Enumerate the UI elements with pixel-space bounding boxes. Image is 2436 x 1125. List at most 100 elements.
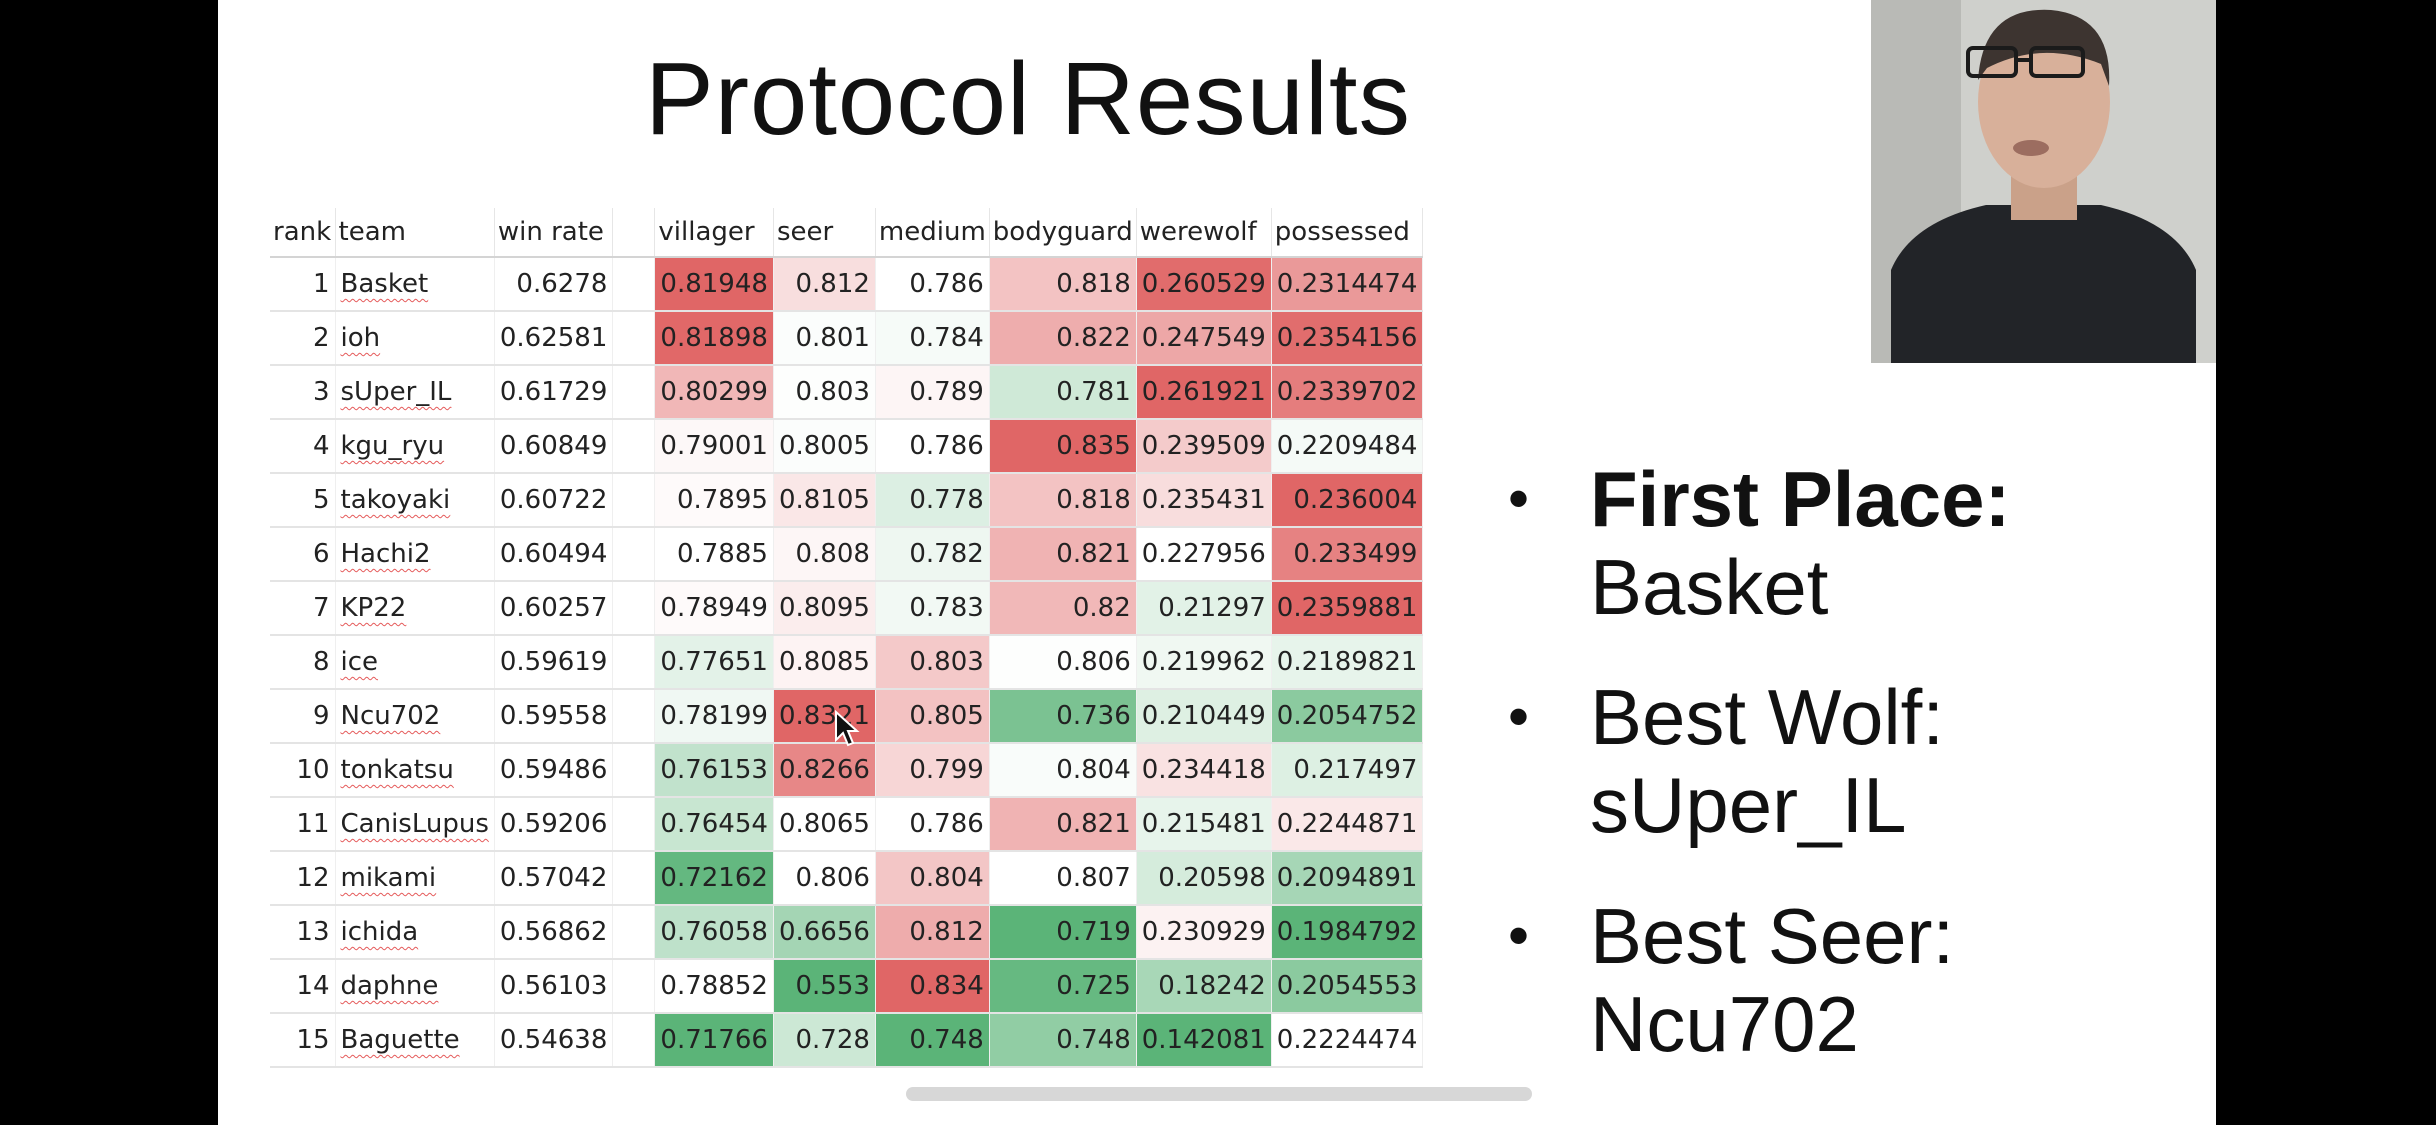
werewolf-cell: 0.142081 xyxy=(1136,1013,1272,1068)
seer-cell: 0.8005 xyxy=(773,419,876,474)
horizontal-scrollbar[interactable] xyxy=(906,1087,1532,1101)
medium-cell: 0.834 xyxy=(875,959,990,1014)
table-row: 7 KP22 0.60257 0.78949 0.8095 0.783 0.82 0.2129… xyxy=(270,581,1424,636)
villager-cell: 0.78199 xyxy=(654,689,774,744)
table-row: 3 sUper_IL 0.61729 0.80299 0.803 0.789 0.781 0.… xyxy=(270,365,1424,420)
spacer-cell xyxy=(612,527,656,582)
win-rate-cell: 0.62581 xyxy=(494,311,614,366)
villager-cell: 0.81948 xyxy=(654,257,774,312)
possessed-cell: 0.2054553 xyxy=(1271,959,1424,1014)
header-werewolf: werewolf xyxy=(1136,208,1272,258)
villager-cell: 0.77651 xyxy=(654,635,774,690)
rank-cell: 9 xyxy=(270,689,336,744)
header-team: team xyxy=(335,208,495,258)
team-cell: sUper_IL xyxy=(335,365,495,420)
rank-cell: 2 xyxy=(270,311,336,366)
header-villager: villager xyxy=(654,208,774,258)
table-row: 1 Basket 0.6278 0.81948 0.812 0.786 0.818 0.260… xyxy=(270,257,1424,312)
team-name: kgu_ryu xyxy=(340,431,445,461)
werewolf-cell: 0.219962 xyxy=(1136,635,1272,690)
seer-cell: 0.8266 xyxy=(773,743,876,798)
team-cell: Ncu702 xyxy=(335,689,495,744)
spacer-cell xyxy=(612,257,656,312)
bodyguard-cell: 0.719 xyxy=(989,905,1137,960)
bullet-best-wolf: • Best Wolf: sUper_IL xyxy=(1508,673,2188,849)
bodyguard-cell: 0.806 xyxy=(989,635,1137,690)
team-cell: Baguette xyxy=(335,1013,495,1068)
possessed-cell: 0.233499 xyxy=(1271,527,1424,582)
bullet-best-seer: • Best Seer: Ncu702 xyxy=(1508,892,2188,1068)
bullet-heading: Best Seer: xyxy=(1590,891,1955,980)
medium-cell: 0.786 xyxy=(875,419,990,474)
bodyguard-cell: 0.821 xyxy=(989,527,1137,582)
spacer-cell xyxy=(612,689,656,744)
villager-cell: 0.81898 xyxy=(654,311,774,366)
table-row: 4 kgu_ryu 0.60849 0.79001 0.8005 0.786 0.835 0.… xyxy=(270,419,1424,474)
spacer-cell xyxy=(612,365,656,420)
table-header-row: rank team win rate villager seer medium … xyxy=(270,208,1424,258)
win-rate-cell: 0.57042 xyxy=(494,851,614,906)
werewolf-cell: 0.210449 xyxy=(1136,689,1272,744)
seer-cell: 0.808 xyxy=(773,527,876,582)
spacer-cell xyxy=(612,1013,656,1068)
possessed-cell: 0.2354156 xyxy=(1271,311,1424,366)
bodyguard-cell: 0.82 xyxy=(989,581,1137,636)
medium-cell: 0.782 xyxy=(875,527,990,582)
possessed-cell: 0.2054752 xyxy=(1271,689,1424,744)
villager-cell: 0.78949 xyxy=(654,581,774,636)
werewolf-cell: 0.227956 xyxy=(1136,527,1272,582)
team-cell: daphne xyxy=(335,959,495,1014)
possessed-cell: 0.2339702 xyxy=(1271,365,1424,420)
table-row: 13 ichida 0.56862 0.76058 0.6656 0.812 0.719 0.… xyxy=(270,905,1424,960)
results-table: rank team win rate villager seer medium … xyxy=(270,208,1424,1068)
possessed-cell: 0.2224474 xyxy=(1271,1013,1424,1068)
villager-cell: 0.80299 xyxy=(654,365,774,420)
seer-cell: 0.8065 xyxy=(773,797,876,852)
bodyguard-cell: 0.818 xyxy=(989,257,1137,312)
seer-cell: 0.8321 xyxy=(773,689,876,744)
rank-cell: 1 xyxy=(270,257,336,312)
villager-cell: 0.79001 xyxy=(654,419,774,474)
possessed-cell: 0.2209484 xyxy=(1271,419,1424,474)
spacer-cell xyxy=(612,743,656,798)
team-name: Ncu702 xyxy=(340,701,441,731)
presentation-slide: Protocol Results rank team win rate vill… xyxy=(218,0,2216,1125)
table-row: 5 takoyaki 0.60722 0.7895 0.8105 0.778 0.818 0.… xyxy=(270,473,1424,528)
team-cell: KP22 xyxy=(335,581,495,636)
seer-cell: 0.812 xyxy=(773,257,876,312)
villager-cell: 0.76153 xyxy=(654,743,774,798)
villager-cell: 0.78852 xyxy=(654,959,774,1014)
rank-cell: 8 xyxy=(270,635,336,690)
win-rate-cell: 0.59206 xyxy=(494,797,614,852)
spacer-cell xyxy=(612,311,656,366)
medium-cell: 0.789 xyxy=(875,365,990,420)
win-rate-cell: 0.56862 xyxy=(494,905,614,960)
medium-cell: 0.786 xyxy=(875,797,990,852)
possessed-cell: 0.2189821 xyxy=(1271,635,1424,690)
possessed-cell: 0.2314474 xyxy=(1271,257,1424,312)
seer-cell: 0.806 xyxy=(773,851,876,906)
werewolf-cell: 0.230929 xyxy=(1136,905,1272,960)
bullet-dot-icon: • xyxy=(1508,683,1530,751)
seer-cell: 0.728 xyxy=(773,1013,876,1068)
win-rate-cell: 0.59486 xyxy=(494,743,614,798)
rank-cell: 11 xyxy=(270,797,336,852)
table-row: 8 ice 0.59619 0.77651 0.8085 0.803 0.806 0.2199… xyxy=(270,635,1424,690)
team-name: KP22 xyxy=(340,593,407,623)
bodyguard-cell: 0.748 xyxy=(989,1013,1137,1068)
summary-bullets: • First Place: Basket • Best Wolf: sUper… xyxy=(1508,455,2188,1110)
bodyguard-cell: 0.807 xyxy=(989,851,1137,906)
spacer-cell xyxy=(612,635,656,690)
team-name: daphne xyxy=(340,971,439,1001)
medium-cell: 0.778 xyxy=(875,473,990,528)
rank-cell: 7 xyxy=(270,581,336,636)
bodyguard-cell: 0.822 xyxy=(989,311,1137,366)
spacer-cell xyxy=(612,959,656,1014)
werewolf-cell: 0.239509 xyxy=(1136,419,1272,474)
team-name: Basket xyxy=(340,269,429,299)
team-cell: ice xyxy=(335,635,495,690)
villager-cell: 0.72162 xyxy=(654,851,774,906)
werewolf-cell: 0.234418 xyxy=(1136,743,1272,798)
table-row: 6 Hachi2 0.60494 0.7885 0.808 0.782 0.821 0.227… xyxy=(270,527,1424,582)
bodyguard-cell: 0.725 xyxy=(989,959,1137,1014)
